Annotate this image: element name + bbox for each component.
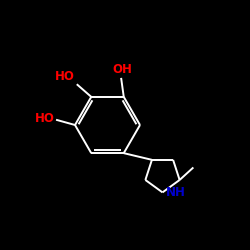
Text: HO: HO: [55, 70, 74, 83]
Text: NH: NH: [166, 186, 186, 199]
Text: HO: HO: [35, 112, 55, 125]
Text: OH: OH: [112, 63, 132, 76]
